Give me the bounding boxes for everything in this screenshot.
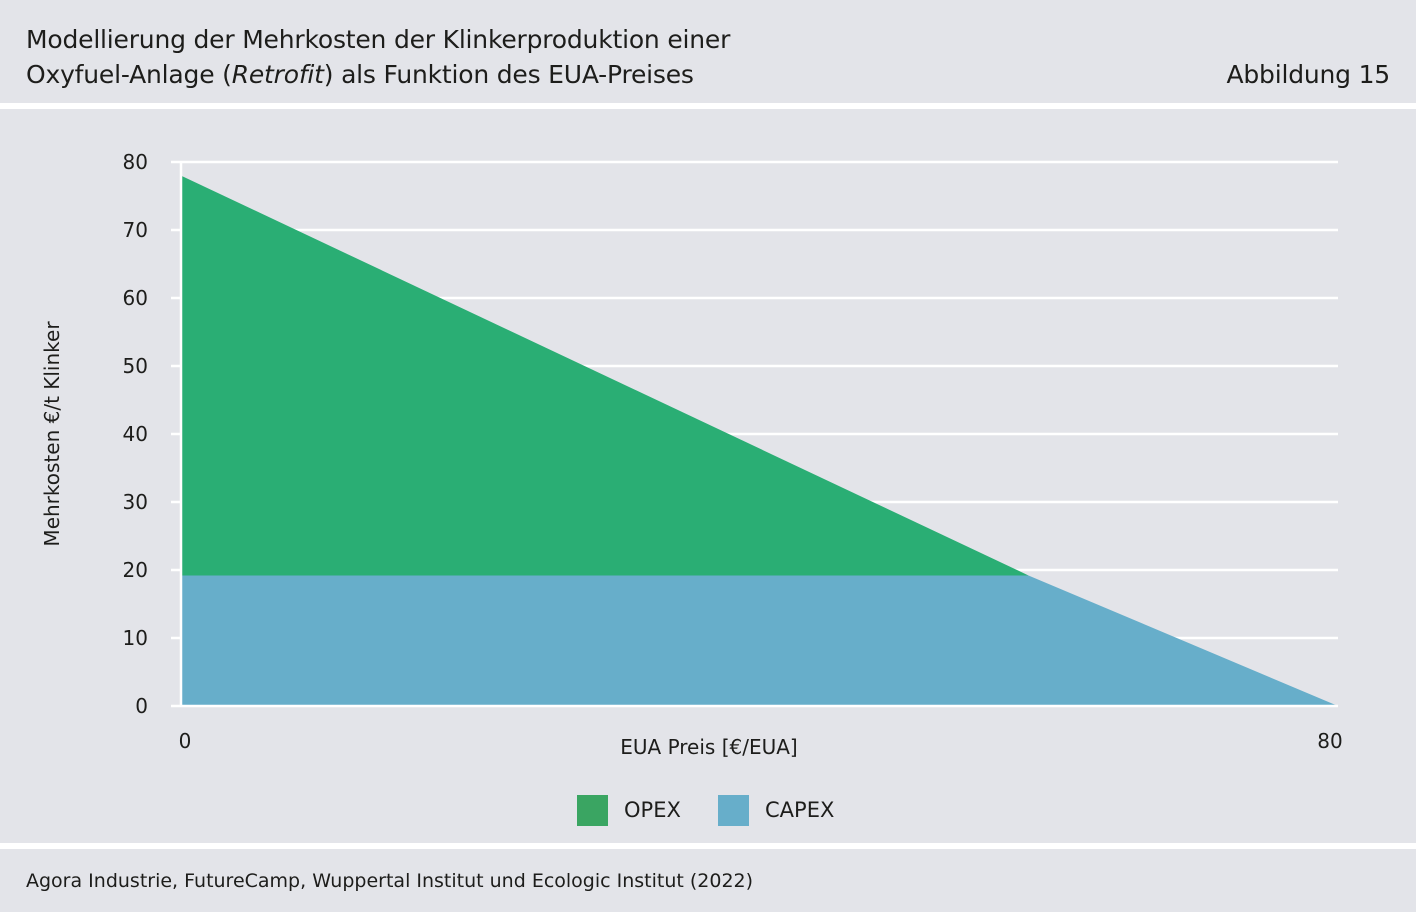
y-tick-label-0: 0 [135,694,148,718]
header-divider [0,103,1416,109]
y-tick-label-10: 10 [123,626,148,650]
area-opex [181,175,1029,576]
y-tick-label-30: 30 [123,490,148,514]
y-axis-label: Mehrkosten €/t Klinker [40,321,64,547]
source-note: Agora Industrie, FutureCamp, Wuppertal I… [26,870,754,892]
y-tick-labels: 0 10 20 30 40 50 60 70 80 [123,150,148,718]
title-line-2: Oxyfuel-Anlage (Retrofit) als Funktion d… [26,57,1026,92]
x-tick-label-80: 80 [1317,729,1342,753]
legend-label-opex: OPEX [624,798,681,822]
legend-item-opex: OPEX [577,794,681,826]
y-tick-label-40: 40 [123,422,148,446]
figure-label: Abbildung 15 [1226,60,1390,89]
legend-swatch-capex [718,794,749,826]
title-line-2-pre: Oxyfuel-Anlage ( [26,60,232,89]
area-capex [181,575,1338,706]
y-tick-label-60: 60 [123,286,148,310]
title-line-1: Modellierung der Mehrkosten der Klinkerp… [26,25,731,54]
chart-areas [181,175,1338,706]
title-line-2-italic: Retrofit [231,60,324,89]
chart-axes [171,162,1338,708]
y-tick-label-70: 70 [123,218,148,242]
legend-label-capex: CAPEX [765,798,835,822]
y-tick-label-80: 80 [123,150,148,174]
y-tick-label-20: 20 [123,558,148,582]
header: Modellierung der Mehrkosten der Klinkerp… [0,0,1416,103]
x-tick-label-0: 0 [179,729,192,753]
y-tick-label-50: 50 [123,354,148,378]
x-axis-label: EUA Preis [€/EUA] [620,735,797,759]
footer-divider [0,843,1416,849]
page-title: Modellierung der Mehrkosten der Klinkerp… [26,22,1026,92]
legend-swatch-opex [577,794,608,826]
title-line-2-post: ) als Funktion des EUA-Preises [323,60,694,89]
legend-item-capex: CAPEX [718,794,834,826]
x-tick-labels: 0 80 [179,729,1343,753]
legend: OPEX CAPEX [0,794,1416,826]
